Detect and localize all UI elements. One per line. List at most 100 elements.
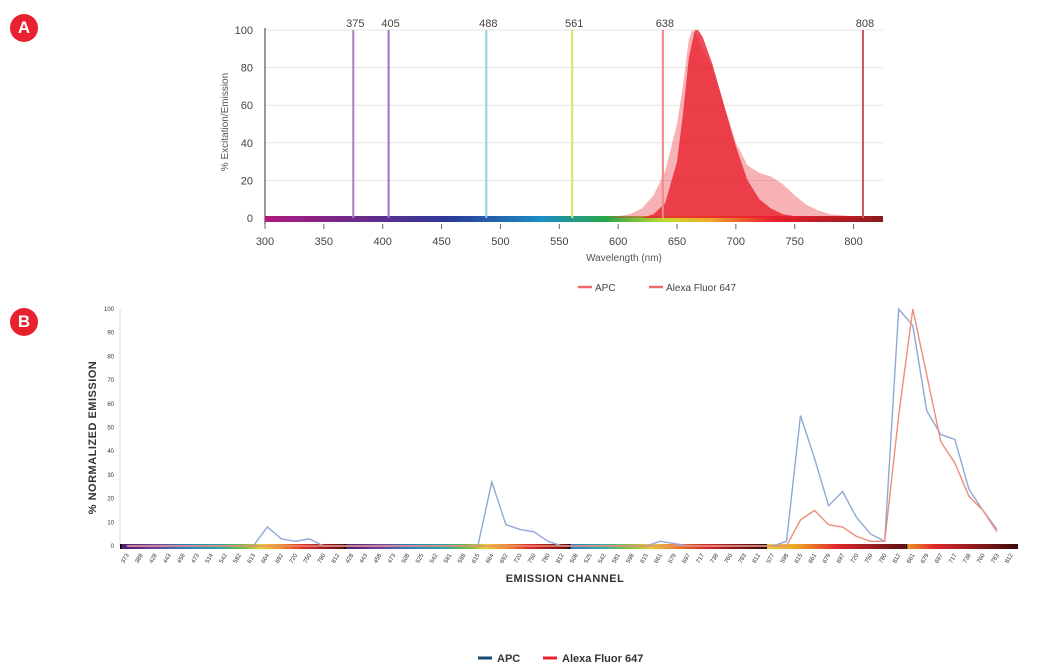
- legend-label-b-0: APC: [497, 653, 520, 665]
- x-tick-label-b: 443: [163, 552, 174, 564]
- x-tick-label-b: 697: [934, 552, 945, 564]
- x-tick-label-b: 692: [499, 552, 510, 564]
- x-tick-label-b: 780: [317, 552, 328, 564]
- x-tick-label-b: 577: [766, 552, 777, 564]
- laser-label-808: 808: [856, 18, 874, 30]
- laser-label-561: 561: [565, 18, 583, 30]
- x-tick-label-b: 679: [920, 552, 931, 564]
- y-tick-label-b: 80: [107, 354, 114, 360]
- y-tick-label-b: 20: [107, 497, 114, 503]
- x-tick-label-b: 664: [485, 552, 496, 564]
- x-tick-label-b: 760: [724, 552, 735, 564]
- x-tick-label-b: 542: [429, 552, 440, 564]
- x-tick-label-a: 650: [668, 236, 686, 248]
- x-tick-label-a: 350: [315, 236, 333, 248]
- x-tick-label-b: 720: [513, 552, 524, 564]
- y-axis-label-b: % NORMALIZED EMISSION: [87, 361, 99, 515]
- x-tick-label-b: 738: [710, 552, 721, 564]
- x-tick-label-a: 500: [491, 236, 509, 248]
- y-tick-label-a: 40: [241, 138, 253, 150]
- y-tick-label-a: 80: [241, 63, 253, 75]
- x-tick-label-a: 600: [609, 236, 627, 248]
- band-divider-0: [120, 544, 122, 549]
- x-tick-label-b: 458: [177, 552, 188, 564]
- y-tick-label-b: 40: [107, 449, 114, 455]
- x-tick-label-b: 812: [892, 552, 903, 564]
- x-tick-label-b: 661: [808, 552, 819, 564]
- x-tick-label-b: 508: [570, 552, 581, 564]
- x-tick-label-b: 664: [261, 552, 272, 564]
- x-tick-label-b: 812: [752, 552, 763, 564]
- line-series-b-1: [127, 308, 998, 547]
- laser-label-405: 405: [381, 18, 399, 30]
- x-tick-label-b: 582: [233, 552, 244, 564]
- x-tick-label-a: 750: [786, 236, 804, 248]
- y-tick-label-a: 60: [241, 100, 253, 112]
- x-tick-label-b: 661: [654, 552, 665, 564]
- laser-label-488: 488: [479, 18, 497, 30]
- x-tick-label-b: 750: [527, 552, 538, 564]
- x-tick-label-b: 717: [948, 552, 959, 564]
- x-tick-label-b: 428: [149, 552, 160, 564]
- x-tick-label-b: 783: [991, 552, 1002, 564]
- x-tick-label-a: 400: [374, 236, 392, 248]
- x-tick-label-b: 720: [289, 552, 300, 564]
- x-tick-label-b: 697: [836, 552, 847, 564]
- x-tick-label-b: 443: [359, 552, 370, 564]
- x-tick-label-b: 581: [443, 552, 454, 564]
- x-tick-label-b: 750: [864, 552, 875, 564]
- x-tick-label-b: 615: [794, 552, 805, 564]
- laser-label-638: 638: [656, 18, 674, 30]
- x-tick-label-b: 598: [780, 552, 791, 564]
- x-tick-label-b: 720: [850, 552, 861, 564]
- x-tick-label-b: 613: [247, 552, 258, 564]
- x-tick-label-b: 692: [275, 552, 286, 564]
- x-tick-label-a: 550: [550, 236, 568, 248]
- x-tick-label-b: 783: [738, 552, 749, 564]
- x-tick-label-b: 738: [962, 552, 973, 564]
- x-axis-label-b: EMISSION CHANNEL: [506, 573, 625, 585]
- laser-label-375: 375: [346, 18, 364, 30]
- y-tick-label-a: 0: [247, 213, 253, 225]
- y-tick-label-b: 10: [107, 520, 114, 526]
- y-tick-label-a: 20: [241, 175, 253, 187]
- y-tick-label-b: 90: [107, 331, 114, 337]
- y-tick-label-b: 50: [107, 426, 114, 432]
- x-tick-label-b: 473: [191, 552, 202, 564]
- x-tick-label-b: 542: [219, 552, 230, 564]
- band-divider-4: [905, 544, 908, 549]
- chart-a: 0 20 40 60 80 100 300 350 400 450 500 550 600 650 700 7…: [220, 18, 883, 294]
- legend-label-b-1: Alexa Fluor 647: [562, 653, 643, 665]
- x-tick-label-b: 373: [121, 552, 132, 564]
- area-series-a-1: [641, 30, 801, 218]
- x-tick-label-b: 661: [906, 552, 917, 564]
- x-tick-label-b: 812: [1005, 552, 1016, 564]
- x-tick-label-b: 780: [878, 552, 889, 564]
- channel-band-4: [905, 544, 1018, 549]
- x-tick-label-a: 800: [844, 236, 862, 248]
- x-tick-label-b: 679: [822, 552, 833, 564]
- x-tick-label-b: 542: [598, 552, 609, 564]
- y-tick-label-b: 100: [104, 307, 115, 313]
- x-tick-label-b: 525: [584, 552, 595, 564]
- x-tick-label-b: 812: [331, 552, 342, 564]
- y-tick-label-b: 30: [107, 473, 114, 479]
- x-tick-label-b: 428: [345, 552, 356, 564]
- x-tick-label-b: 598: [457, 552, 468, 564]
- x-tick-label-a: 450: [432, 236, 450, 248]
- panel-b-badge: B: [10, 308, 38, 336]
- x-tick-label-b: 750: [303, 552, 314, 564]
- x-axis-label-a: Wavelength (nm): [586, 253, 662, 264]
- x-tick-label-b: 514: [205, 552, 216, 564]
- y-tick-label-a: 100: [235, 25, 253, 37]
- x-tick-label-a: 700: [727, 236, 745, 248]
- line-series-b-0: [127, 307, 998, 547]
- x-tick-label-b: 717: [696, 552, 707, 564]
- x-tick-label-b: 697: [682, 552, 693, 564]
- x-tick-label-b: 525: [415, 552, 426, 564]
- panel-a-badge: A: [10, 14, 38, 42]
- x-tick-label-b: 615: [640, 552, 651, 564]
- y-axis-label-a: % Excitation/Emission: [220, 73, 231, 171]
